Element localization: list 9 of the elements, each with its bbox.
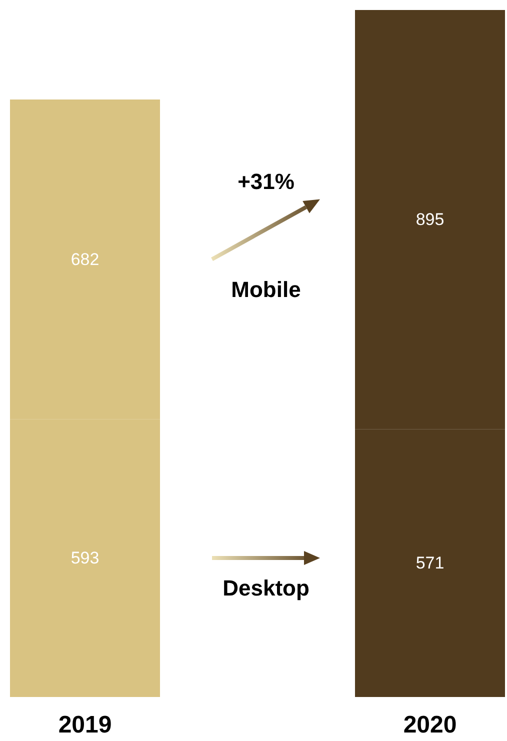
legend-label: Desktop: [222, 576, 310, 601]
data-label: 682: [70, 250, 100, 269]
text: Mobile: [231, 276, 301, 302]
annotation: +31%: [238, 168, 294, 194]
x-tick-label: 2019: [58, 712, 112, 738]
data-label: 895: [416, 210, 444, 230]
data-label: 571: [416, 554, 444, 573]
x-tick-label: 2020: [403, 712, 457, 738]
data-label: 593: [70, 548, 100, 568]
